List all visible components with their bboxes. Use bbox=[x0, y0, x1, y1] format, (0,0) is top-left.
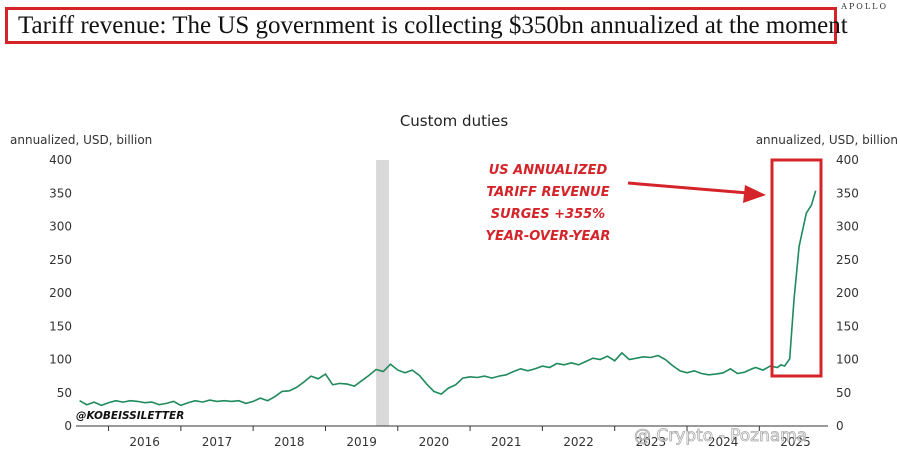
surge-highlight-box bbox=[770, 158, 823, 378]
y-axis-label-right: annualized, USD, billion bbox=[756, 133, 898, 147]
x-tick-label: 2019 bbox=[346, 435, 377, 449]
y-tick-label-left: 100 bbox=[49, 353, 72, 367]
callout-arrow-head bbox=[743, 185, 766, 203]
y-tick-label-left: 200 bbox=[49, 286, 72, 300]
y-tick-label-right: 400 bbox=[836, 153, 859, 167]
x-tick-label: 2018 bbox=[274, 435, 305, 449]
y-tick-label-right: 200 bbox=[836, 286, 859, 300]
recession-band bbox=[376, 160, 390, 426]
y-axis-label-left: annualized, USD, billion bbox=[10, 133, 152, 147]
y-tick-label-right: 350 bbox=[836, 186, 859, 200]
brand-logo: APOLLO bbox=[841, 2, 888, 11]
x-tick-label: 2025 bbox=[780, 435, 811, 449]
y-tick-label-right: 50 bbox=[836, 386, 851, 400]
x-tick-label: 2016 bbox=[129, 435, 160, 449]
y-tick-label-left: 300 bbox=[49, 220, 72, 234]
y-tick-label-right: 250 bbox=[836, 253, 859, 267]
y-tick-label-left: 350 bbox=[49, 186, 72, 200]
chart-title: Custom duties bbox=[400, 112, 509, 130]
y-tick-label-right: 100 bbox=[836, 353, 859, 367]
callout-line: SURGES +355% bbox=[491, 207, 605, 222]
watermark-source: @ Crypto - Poznama bbox=[634, 426, 807, 446]
callout-arrow bbox=[627, 181, 749, 195]
y-tick-label-right: 300 bbox=[836, 220, 859, 234]
y-tick-label-left: 250 bbox=[49, 253, 72, 267]
y-tick-label-left: 50 bbox=[57, 386, 72, 400]
callout-line: YEAR-OVER-YEAR bbox=[486, 229, 611, 244]
y-tick-label-right: 0 bbox=[836, 419, 844, 433]
custom-duties-line bbox=[79, 190, 817, 407]
y-tick-label-left: 0 bbox=[64, 419, 72, 433]
y-ticks-left: 0 50 100 150 200 250 300 350 400 bbox=[49, 153, 72, 433]
y-tick-label-right: 150 bbox=[836, 319, 859, 333]
y-tick-label-left: 400 bbox=[49, 153, 72, 167]
surge-callout: US ANNUALIZED TARIFF REVENUE SURGES +355% Y… bbox=[486, 163, 611, 244]
x-tick-label: 2021 bbox=[491, 435, 522, 449]
y-ticks-right: 0 50 100 150 200 250 300 350 400 bbox=[836, 153, 859, 433]
callout-line: US ANNUALIZED bbox=[489, 163, 608, 178]
callout-line: TARIFF REVENUE bbox=[486, 185, 609, 200]
x-ticks: 2016 2017 2018 2019 2020 2021 2022 2023 2024 2025 bbox=[108, 426, 811, 449]
headline: Tariff revenue: The US government is col… bbox=[5, 7, 848, 44]
x-tick-label: 2017 bbox=[202, 435, 233, 449]
x-tick-label: 2024 bbox=[708, 435, 739, 449]
watermark-handle: @KOBEISSILETTER bbox=[76, 410, 184, 422]
x-tick-label: 2022 bbox=[563, 435, 594, 449]
x-tick-label: 2023 bbox=[636, 435, 667, 449]
y-tick-label-left: 150 bbox=[49, 319, 72, 333]
x-tick-label: 2020 bbox=[419, 435, 450, 449]
